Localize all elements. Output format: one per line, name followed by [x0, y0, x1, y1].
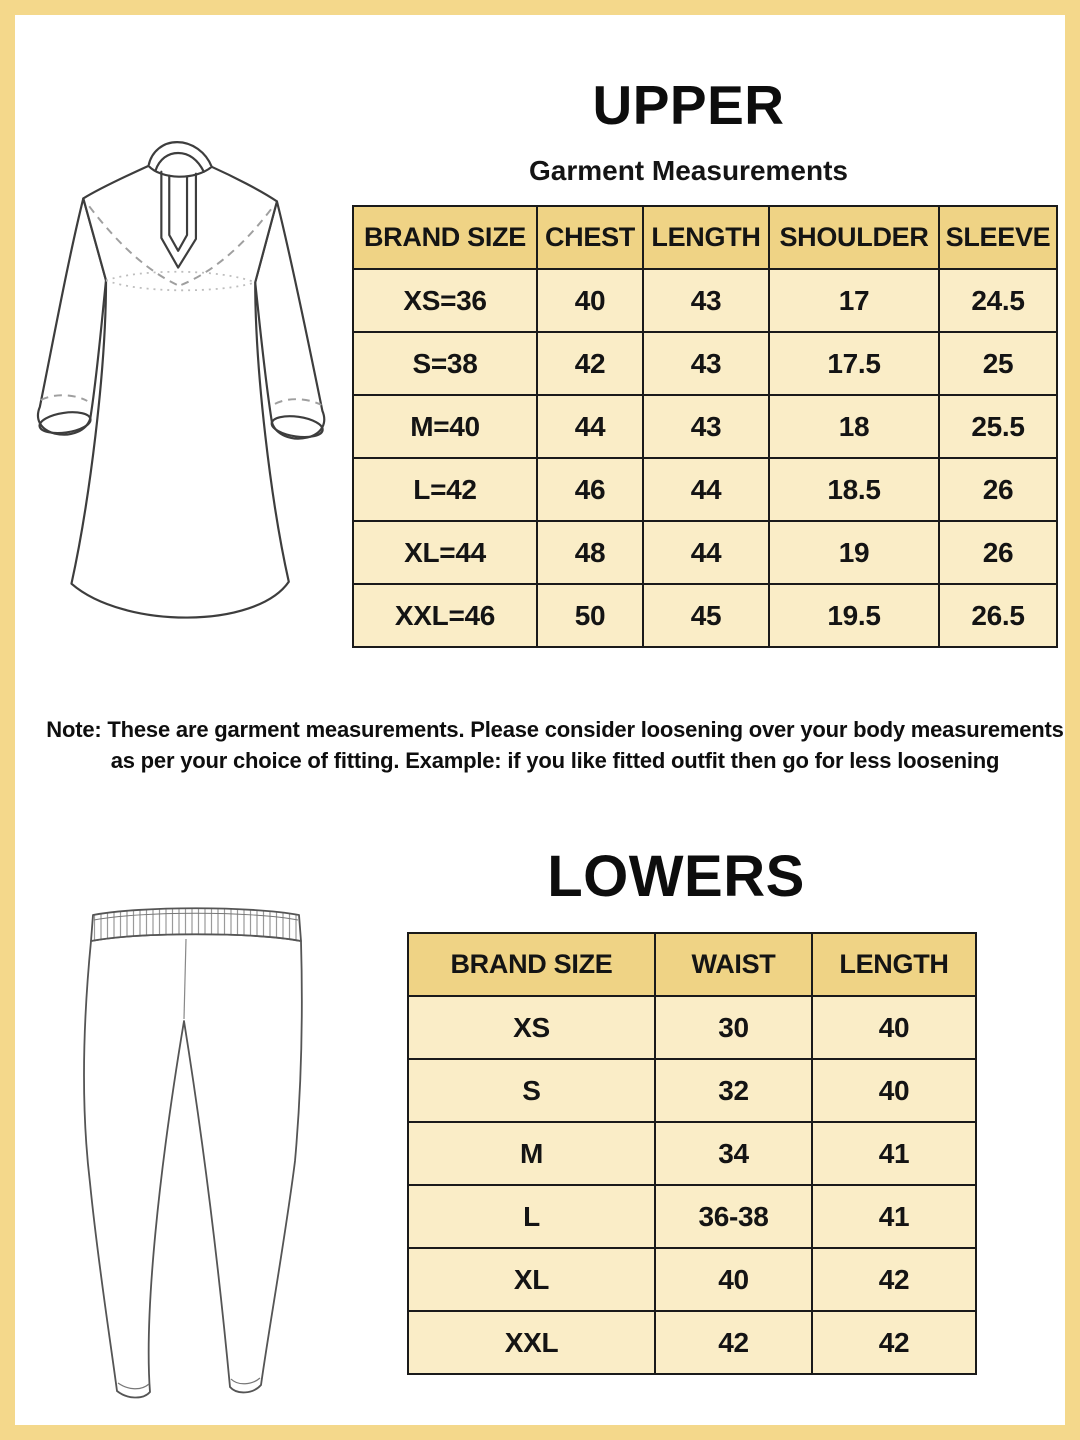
- brand-size-cell: XXL: [407, 1310, 656, 1375]
- measurement-cell: 25: [938, 331, 1058, 396]
- measurement-cell: 45: [642, 583, 770, 648]
- measurement-cell: 26.5: [938, 583, 1058, 648]
- brand-size-cell: XS=36: [352, 268, 538, 333]
- measurement-cell: 24.5: [938, 268, 1058, 333]
- measurement-cell: 48: [536, 520, 644, 585]
- note-line-1: Note: These are garment measurements. Pl…: [46, 717, 1064, 742]
- brand-size-cell: S=38: [352, 331, 538, 396]
- table-row: XS 30 40: [407, 995, 977, 1060]
- measurement-cell: 26: [938, 457, 1058, 522]
- brand-size-cell: XXL=46: [352, 583, 538, 648]
- measurement-cell: 36-38: [654, 1184, 813, 1249]
- upper-section-title: UPPER: [592, 74, 785, 136]
- measurement-cell: 30: [654, 995, 813, 1060]
- measurement-cell: 18.5: [768, 457, 940, 522]
- measurement-note: Note: These are garment measurements. Pl…: [45, 714, 1065, 776]
- measurement-cell: 44: [642, 520, 770, 585]
- pants-illustration: [45, 873, 347, 1425]
- brand-size-cell: XL: [407, 1247, 656, 1312]
- column-header-brand-size: BRAND SIZE: [407, 932, 656, 997]
- measurement-cell: 18: [768, 394, 940, 459]
- measurement-cell: 40: [536, 268, 644, 333]
- measurement-cell: 43: [642, 394, 770, 459]
- table-row: L=42 46 44 18.5 26: [352, 457, 1058, 522]
- measurement-cell: 40: [811, 1058, 977, 1123]
- measurement-cell: 43: [642, 331, 770, 396]
- brand-size-cell: XS: [407, 995, 656, 1060]
- column-header-brand-size: BRAND SIZE: [352, 205, 538, 270]
- table-row: XXL 42 42: [407, 1310, 977, 1375]
- brand-size-cell: L=42: [352, 457, 538, 522]
- table-row: XXL=46 50 45 19.5 26.5: [352, 583, 1058, 648]
- measurement-cell: 43: [642, 268, 770, 333]
- upper-header-row: BRAND SIZE CHEST LENGTH SHOULDER SLEEVE: [352, 205, 1058, 270]
- column-header-sleeve: SLEEVE: [938, 205, 1058, 270]
- column-header-chest: CHEST: [536, 205, 644, 270]
- measurement-cell: 44: [536, 394, 644, 459]
- brand-size-cell: S: [407, 1058, 656, 1123]
- measurement-cell: 42: [811, 1310, 977, 1375]
- measurement-cell: 42: [811, 1247, 977, 1312]
- table-row: M 34 41: [407, 1121, 977, 1186]
- measurement-cell: 42: [654, 1310, 813, 1375]
- measurement-cell: 26: [938, 520, 1058, 585]
- measurement-cell: 42: [536, 331, 644, 396]
- column-header-shoulder: SHOULDER: [768, 205, 940, 270]
- measurement-cell: 32: [654, 1058, 813, 1123]
- measurement-cell: 44: [642, 457, 770, 522]
- measurement-cell: 46: [536, 457, 644, 522]
- table-row: XL 40 42: [407, 1247, 977, 1312]
- measurement-cell: 40: [654, 1247, 813, 1312]
- brand-size-cell: L: [407, 1184, 656, 1249]
- upper-section-subtitle: Garment Measurements: [528, 155, 848, 186]
- measurement-cell: 19.5: [768, 583, 940, 648]
- brand-size-cell: M=40: [352, 394, 538, 459]
- column-header-length: LENGTH: [811, 932, 977, 997]
- note-line-2: as per your choice of fitting. Example: …: [110, 748, 1000, 774]
- pants-icon: [83, 907, 303, 1399]
- table-row: S 32 40: [407, 1058, 977, 1123]
- measurement-cell: 41: [811, 1184, 977, 1249]
- lowers-size-table: BRAND SIZE WAIST LENGTH XS 30 40 S 32 40…: [407, 932, 977, 1375]
- lowers-header-row: BRAND SIZE WAIST LENGTH: [407, 932, 977, 997]
- measurement-cell: 34: [654, 1121, 813, 1186]
- table-row: XS=36 40 43 17 24.5: [352, 268, 1058, 333]
- upper-size-table: BRAND SIZE CHEST LENGTH SHOULDER SLEEVE …: [352, 205, 1058, 648]
- kurta-illustration: [27, 115, 353, 677]
- table-row: L 36-38 41: [407, 1184, 977, 1249]
- column-header-length: LENGTH: [642, 205, 770, 270]
- table-row: S=38 42 43 17.5 25: [352, 331, 1058, 396]
- kurta-icon: [36, 141, 326, 619]
- brand-size-cell: M: [407, 1121, 656, 1186]
- column-header-waist: WAIST: [654, 932, 813, 997]
- measurement-cell: 40: [811, 995, 977, 1060]
- measurement-cell: 19: [768, 520, 940, 585]
- brand-size-cell: XL=44: [352, 520, 538, 585]
- measurement-cell: 25.5: [938, 394, 1058, 459]
- measurement-cell: 50: [536, 583, 644, 648]
- measurement-cell: 41: [811, 1121, 977, 1186]
- measurement-cell: 17: [768, 268, 940, 333]
- table-row: M=40 44 43 18 25.5: [352, 394, 1058, 459]
- table-row: XL=44 48 44 19 26: [352, 520, 1058, 585]
- lowers-section-title: LOWERS: [547, 844, 805, 909]
- measurement-cell: 17.5: [768, 331, 940, 396]
